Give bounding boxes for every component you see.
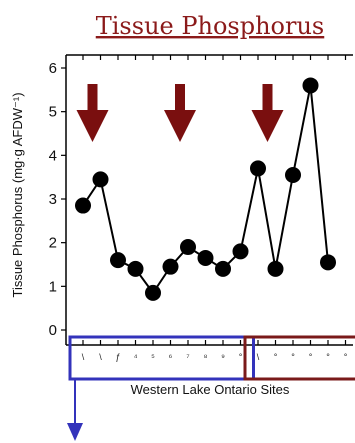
data-point: [110, 252, 126, 269]
data-point: [215, 260, 231, 277]
x-tick-label: \: [82, 352, 85, 362]
site-group-box: [68, 335, 255, 381]
y-tick-label: 1: [49, 278, 57, 295]
x-tick-label: °: [344, 352, 348, 362]
red-arrow-shaft: [175, 84, 185, 112]
data-point: [197, 249, 214, 266]
x-tick-label: ⁷: [186, 352, 189, 362]
x-tick-label: ⁴: [134, 352, 138, 362]
x-tick-label: °: [291, 352, 295, 362]
data-point: [267, 260, 284, 277]
y-tick-label: 2: [49, 235, 57, 252]
x-tick-label: \: [257, 352, 260, 362]
red-arrow-head: [76, 110, 109, 142]
chart-title: Tissue Phosphorus: [96, 12, 325, 40]
x-tick-label: ⁵: [151, 352, 155, 362]
x-tick-label: °: [274, 352, 278, 362]
data-point: [145, 284, 161, 301]
data-point: [127, 260, 144, 277]
y-tick-label: 4: [49, 147, 57, 164]
x-tick-label: ⁹: [221, 352, 225, 362]
red-arrow-shaft: [87, 84, 98, 112]
data-point: [320, 254, 336, 271]
data-point: [75, 197, 91, 214]
data-point: [232, 243, 249, 260]
data-point: [285, 166, 301, 183]
x-tick-label: ƒ: [115, 352, 120, 362]
data-point: [180, 239, 196, 256]
red-arrow-head: [251, 110, 284, 142]
x-tick-label: °: [239, 352, 243, 362]
pointer-arrow-head: [67, 423, 83, 441]
data-point: [250, 160, 266, 177]
y-tick-label: 3: [49, 191, 57, 208]
site-group-box: [243, 335, 355, 381]
x-tick-label: °: [326, 352, 330, 362]
x-tick-label: ⁸: [204, 352, 208, 362]
y-tick-label: 5: [49, 104, 57, 121]
data-point: [302, 77, 319, 94]
data-marks: [75, 77, 336, 301]
data-point: [162, 258, 179, 275]
x-tick-label: \: [99, 352, 102, 362]
red-arrow-head: [164, 110, 196, 142]
x-tick-label: °: [309, 352, 313, 362]
y-tick-label: 0: [49, 322, 57, 339]
x-axis-title: Western Lake Ontario Sites: [131, 382, 290, 397]
data-point: [92, 171, 109, 188]
y-tick-label: 6: [49, 60, 57, 77]
red-arrow-shaft: [262, 84, 273, 112]
x-tick-label: ⁶: [169, 352, 173, 362]
y-axis-title: Tissue Phosphorus (mg·g AFDW⁻¹): [10, 92, 25, 297]
